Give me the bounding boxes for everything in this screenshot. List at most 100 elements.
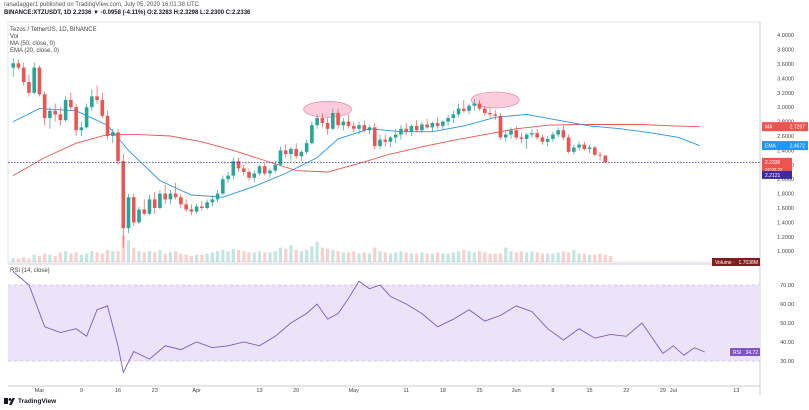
candle-body [556,130,560,135]
volume-bar [488,253,492,262]
ema20-line [12,108,700,198]
rsi-tick-label: 30.00 [780,359,794,365]
time-tick-label: Jul [670,388,677,394]
volume-bar [147,251,152,262]
candle-body [336,112,340,126]
volume-study-legend[interactable]: Vol [10,34,19,40]
candle-body [498,115,503,138]
candle-body [551,134,555,139]
volume-bar [530,251,534,262]
publisher-line: ranadagger1 published on TradingView.com… [4,2,200,8]
volume-bar [519,251,524,262]
time-tick-label: 13 [733,388,739,394]
volume-bar [257,251,262,262]
price-tick-label: 2.0000 [777,177,794,183]
volume-bar [551,253,555,262]
price-tick-label: 1.6000 [777,206,794,212]
candle-body [289,148,293,154]
volume-bar [205,253,209,262]
ema-label-value: 2.4672 [790,144,806,150]
volume-bar [572,250,576,262]
volume-bar [48,254,52,262]
volume-bar [111,251,115,262]
volume-bar [200,254,204,262]
volume-bar [16,258,21,262]
volume-bar [289,245,293,262]
volume-bar [352,251,356,262]
candle-body [152,199,157,208]
candle-body [456,108,461,115]
tradingview-brand[interactable]: TradingView [18,398,57,405]
candle-body [446,118,450,122]
rsi-label-box [730,348,760,357]
rsi-label-value: 34.72 [745,350,758,356]
volume-bar [74,252,78,262]
candle-body [378,139,382,147]
volume-bar [593,254,597,262]
volume-bar [498,253,503,262]
volume-bar [331,250,335,262]
volume-bar [341,252,345,262]
ma50-line [12,124,700,176]
candle-body [488,112,492,115]
candle-body [116,132,120,162]
volume-bar [37,256,42,262]
volume-bar [436,252,440,262]
candle-body [79,127,84,131]
candle-body [137,209,141,223]
volume-bar [284,248,288,262]
candle-body [110,132,115,136]
rsi-study-legend[interactable]: RSI (14, close) [10,268,50,274]
candle-body [435,123,440,126]
candle-body [215,193,220,200]
candle-body [524,134,529,139]
volume-bar [477,251,482,262]
candle-body [247,172,251,178]
candle-body [603,155,608,163]
candle-body [63,100,68,121]
volume-label-value: 1.7038M [739,260,758,266]
candle-body [194,206,199,212]
candle-body [320,118,325,124]
candle-body [393,134,398,138]
rsi-line [12,271,705,374]
volume-bar [247,252,251,262]
price-tick-label: 1.2000 [777,235,794,241]
candle-body [430,123,435,128]
ma-study-legend[interactable]: MA (50, close, 0) [10,41,56,47]
candle-body [262,166,267,174]
time-tick-label: 22 [623,388,629,394]
volume-bar [27,258,31,262]
candle-body [593,147,597,155]
symbol-legend[interactable]: Tezos / TetherUS, 1D, BINANCE [10,27,97,33]
volume-bar [462,250,466,262]
volume-bar [509,251,513,262]
volume-bar [64,251,68,262]
volume-bar [336,251,340,262]
ma-label-value: 2.7297 [790,125,806,131]
candle-body [587,147,592,149]
level-label-box [762,170,792,179]
volume-bar [163,253,167,262]
volume-bar [388,253,393,262]
volume-bar [582,253,586,262]
candle-body [409,125,414,132]
rsi-tick-label: 50.00 [780,321,794,327]
time-tick-label: 8 [551,388,554,394]
volume-bar [215,251,220,262]
price-tick-label: 2.4000 [777,148,794,154]
candle-body [69,100,73,108]
price-tick-label: 3.4000 [777,76,794,82]
volume-bar [608,256,613,262]
candle-body [304,143,309,152]
candle-body [226,175,230,180]
volume-bar [137,251,141,262]
main-pane-frame [7,21,761,263]
price-tick-label: 1.4000 [777,220,794,226]
ema-study-legend[interactable]: EMA (20, close, 0) [10,48,60,54]
candle-body [210,199,215,203]
candle-body [519,137,524,139]
volume-bar [310,246,314,262]
candle-body [582,144,587,149]
